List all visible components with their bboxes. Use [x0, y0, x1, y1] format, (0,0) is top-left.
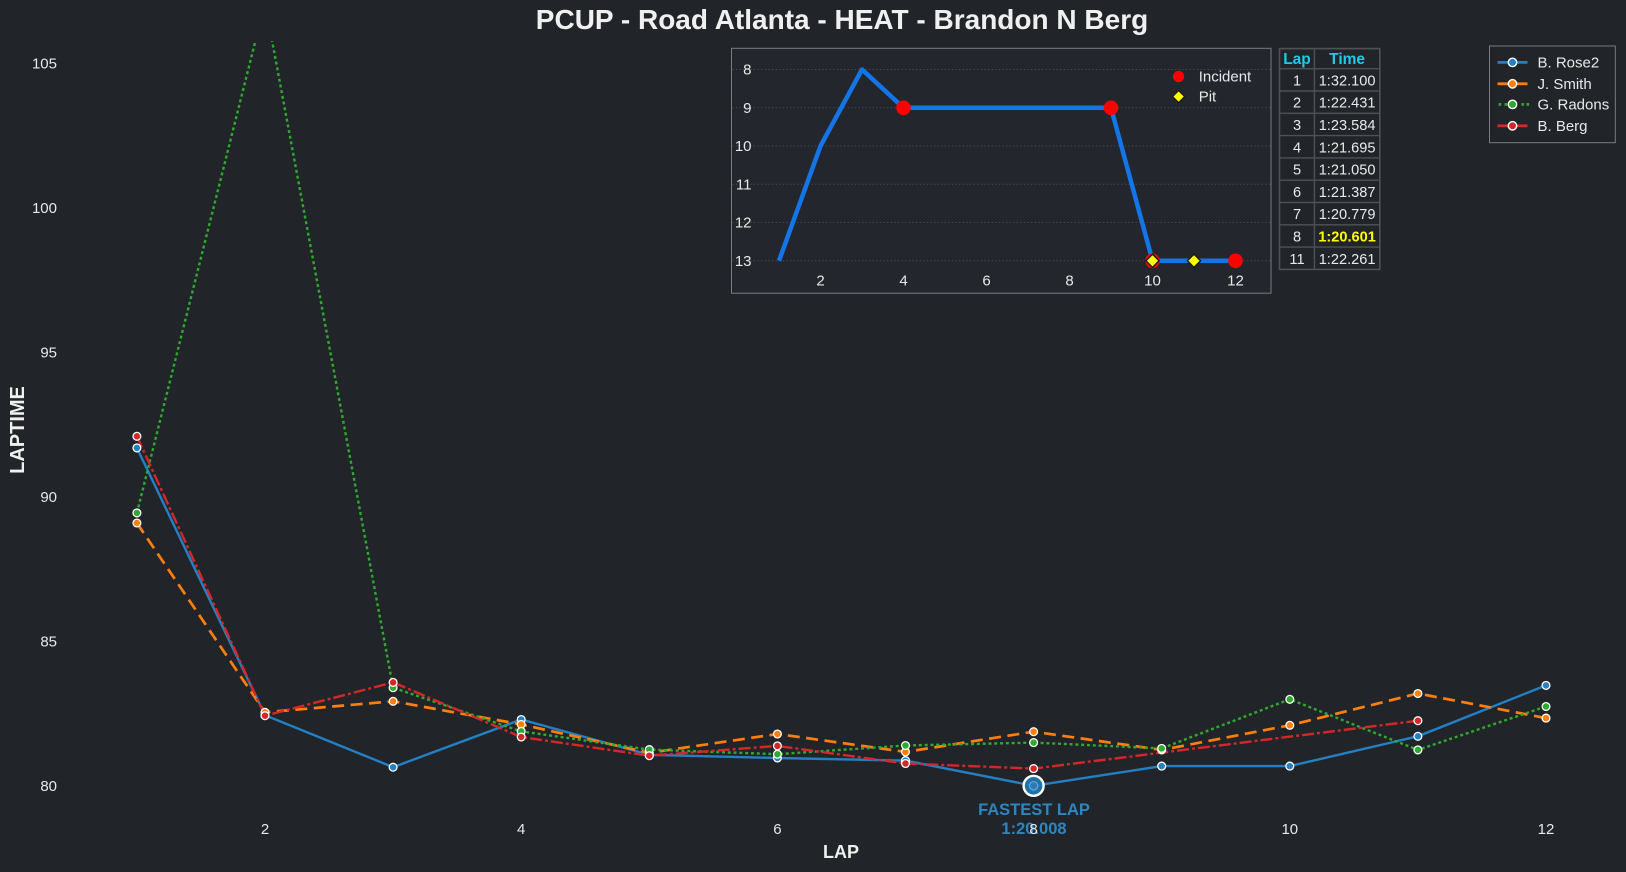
svg-text:10: 10: [1281, 821, 1298, 838]
svg-text:80: 80: [40, 778, 57, 795]
svg-text:B. Berg: B. Berg: [1538, 118, 1588, 135]
svg-text:12: 12: [1227, 273, 1244, 290]
svg-text:1:32.100: 1:32.100: [1319, 73, 1376, 89]
svg-text:1:22.431: 1:22.431: [1319, 96, 1376, 112]
svg-text:1:21.387: 1:21.387: [1319, 185, 1376, 201]
svg-text:4: 4: [1293, 140, 1301, 156]
svg-text:G. Radons: G. Radons: [1538, 97, 1610, 114]
svg-text:6: 6: [1293, 185, 1301, 201]
svg-text:7: 7: [1293, 207, 1301, 223]
svg-text:12: 12: [735, 215, 752, 232]
svg-text:Time: Time: [1329, 51, 1365, 68]
svg-text:3: 3: [1293, 118, 1301, 134]
svg-text:1:21.695: 1:21.695: [1319, 140, 1376, 156]
svg-text:Lap: Lap: [1283, 51, 1311, 68]
svg-text:11: 11: [1289, 252, 1304, 268]
svg-text:100: 100: [32, 200, 57, 217]
svg-text:Incident: Incident: [1199, 69, 1252, 86]
svg-text:1: 1: [1293, 73, 1301, 89]
svg-text:5: 5: [1293, 163, 1301, 179]
svg-text:PCUP - Road Atlanta - HEAT - B: PCUP - Road Atlanta - HEAT - Brandon N B…: [536, 4, 1148, 35]
svg-text:FASTEST LAP: FASTEST LAP: [978, 801, 1090, 819]
svg-text:1:20.008: 1:20.008: [1001, 820, 1066, 838]
svg-text:8: 8: [1065, 273, 1073, 290]
svg-text:13: 13: [735, 253, 752, 270]
svg-text:8: 8: [743, 62, 751, 79]
svg-text:6: 6: [773, 821, 781, 838]
svg-text:8: 8: [1293, 230, 1301, 246]
svg-text:95: 95: [40, 345, 57, 362]
svg-text:1:20.779: 1:20.779: [1319, 207, 1376, 223]
svg-text:4: 4: [899, 273, 907, 290]
svg-text:12: 12: [1538, 821, 1555, 838]
svg-text:10: 10: [1144, 273, 1161, 290]
svg-text:2: 2: [816, 273, 824, 290]
svg-text:8: 8: [1029, 821, 1037, 838]
svg-text:2: 2: [1293, 96, 1301, 112]
svg-text:85: 85: [40, 634, 57, 651]
svg-text:1:21.050: 1:21.050: [1319, 163, 1376, 179]
svg-text:1:23.584: 1:23.584: [1319, 118, 1376, 134]
svg-text:Pit: Pit: [1199, 89, 1217, 106]
svg-text:9: 9: [743, 100, 751, 117]
svg-text:LAP: LAP: [823, 842, 859, 862]
svg-text:B. Rose2: B. Rose2: [1538, 55, 1600, 72]
svg-text:1:22.261: 1:22.261: [1319, 252, 1376, 268]
svg-text:90: 90: [40, 489, 57, 506]
svg-text:4: 4: [517, 821, 525, 838]
svg-text:10: 10: [735, 138, 752, 155]
svg-text:6: 6: [982, 273, 990, 290]
svg-text:1:20.601: 1:20.601: [1318, 230, 1376, 246]
svg-text:2: 2: [261, 821, 269, 838]
svg-text:11: 11: [736, 176, 752, 193]
svg-text:105: 105: [32, 56, 57, 73]
svg-text:J. Smith: J. Smith: [1538, 76, 1592, 93]
svg-text:LAPTIME: LAPTIME: [7, 386, 29, 474]
